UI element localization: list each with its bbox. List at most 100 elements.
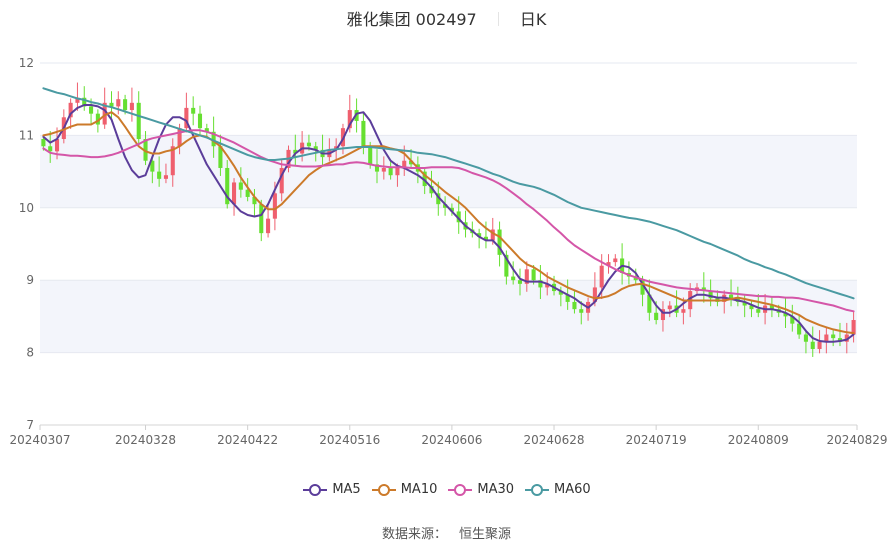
candle-body	[347, 110, 352, 129]
y-tick-label: 12	[19, 56, 34, 70]
candle-body	[177, 128, 182, 147]
candle-body	[279, 167, 284, 194]
y-axis: 7 8 9 10 11 12	[19, 56, 857, 432]
candle-body	[660, 309, 666, 321]
candle-body	[136, 102, 141, 140]
legend: MA5 MA10 MA30 MA60	[0, 482, 893, 501]
candle-body	[293, 149, 298, 154]
candle-body	[143, 139, 148, 161]
candle-body	[374, 164, 380, 172]
candle-body	[511, 276, 516, 281]
legend-marker-circle	[454, 483, 467, 496]
candle-body	[388, 167, 393, 176]
candle-body	[483, 236, 488, 241]
candle-body	[817, 341, 822, 349]
legend-label: MA30	[477, 482, 515, 497]
candle-body	[701, 287, 706, 292]
candle-body	[647, 294, 652, 313]
y-tick-label: 11	[19, 128, 34, 142]
source-name: 恒生聚源	[459, 527, 512, 542]
candle-body	[538, 280, 543, 288]
candle-body	[681, 309, 686, 313]
candle-body	[238, 182, 243, 190]
plot-band	[40, 135, 857, 208]
ma-line-ma5	[42, 104, 855, 343]
legend-item-ma5[interactable]: MA5	[302, 482, 361, 497]
candle-body	[803, 334, 808, 342]
candle-body	[429, 186, 434, 194]
candle-body	[361, 120, 366, 147]
candle-body	[599, 265, 604, 288]
candle-body	[204, 128, 209, 132]
grid-lines	[40, 62, 857, 426]
legend-marker-icon	[525, 483, 550, 496]
candle-body	[184, 107, 189, 129]
candle-body	[579, 309, 584, 313]
legend-item-ma30[interactable]: MA30	[447, 482, 514, 497]
candle-body	[313, 146, 318, 150]
candle-body	[667, 305, 672, 310]
candle-body	[266, 218, 271, 234]
candle-body	[225, 167, 230, 205]
y-tick-label: 10	[19, 201, 34, 215]
x-tick-label: 20240516	[319, 433, 380, 447]
x-tick-label: 20240829	[826, 433, 887, 447]
legend-item-ma60[interactable]: MA60	[524, 482, 591, 497]
candle-body	[191, 107, 196, 114]
ma-line-ma30	[42, 129, 855, 313]
ma-line-ma60	[42, 87, 855, 300]
candle-body	[592, 287, 597, 302]
candle-body	[456, 211, 461, 223]
candle-body	[75, 97, 80, 103]
candle-body	[443, 204, 448, 208]
candle-body	[402, 160, 407, 168]
x-tick-label: 20240307	[9, 433, 70, 447]
candle-body	[844, 334, 849, 342]
candle-body	[824, 334, 829, 342]
candle-body	[54, 139, 60, 152]
candle-body	[48, 146, 53, 152]
y-tick-label: 8	[26, 346, 34, 360]
candle-body	[422, 171, 427, 187]
chart-period-label: 日K	[519, 10, 547, 29]
candle-body	[82, 97, 87, 107]
candle-body	[769, 305, 774, 310]
candle-body	[729, 294, 734, 299]
candle-body	[163, 175, 168, 179]
legend-marker-circle	[309, 483, 322, 496]
candle-body	[837, 338, 843, 342]
x-tick-label: 20240809	[728, 433, 789, 447]
legend-marker-icon	[303, 483, 328, 496]
x-tick-label: 20240328	[115, 433, 176, 447]
candle-body	[831, 334, 836, 339]
candle-body	[810, 341, 815, 349]
x-tick-label: 20240719	[626, 433, 687, 447]
candle-body	[334, 146, 339, 150]
candle-body	[157, 171, 162, 179]
plot-bands	[40, 135, 857, 353]
x-tick-label: 20240422	[217, 433, 278, 447]
candle-body	[245, 189, 250, 197]
candle-body	[606, 262, 611, 266]
legend-item-ma10[interactable]: MA10	[371, 482, 437, 497]
candle-body	[633, 276, 638, 281]
candle-body	[797, 323, 802, 335]
candle-body	[381, 167, 386, 172]
candle-body	[116, 99, 121, 107]
candle-body	[95, 113, 100, 125]
legend-label: MA5	[332, 482, 361, 497]
candle-body	[218, 146, 223, 168]
ma-line-ma10	[42, 111, 855, 335]
data-source: 数据来源： 恒生聚源	[0, 523, 893, 542]
candle-body	[211, 131, 216, 147]
candle-body	[68, 102, 73, 118]
candle-body	[531, 269, 536, 281]
y-tick-label: 9	[26, 273, 34, 287]
candle-body	[170, 146, 175, 176]
candle-body	[572, 301, 577, 310]
legend-marker-icon	[371, 483, 396, 496]
chart-title: 雅化集团 002497 日K	[0, 6, 893, 30]
candle-body	[524, 269, 529, 284]
candle-body	[565, 294, 570, 302]
candle-body	[490, 229, 495, 241]
